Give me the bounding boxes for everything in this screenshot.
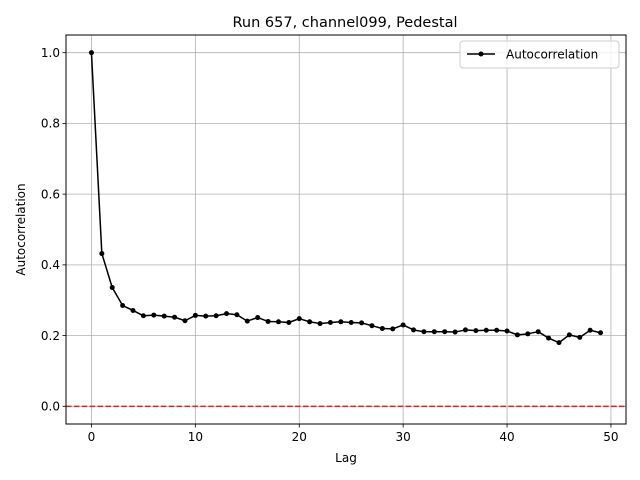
chart-title: Run 657, channel099, Pedestal — [232, 15, 457, 31]
data-point — [255, 315, 261, 321]
data-point — [431, 329, 437, 335]
data-point — [546, 335, 552, 341]
data-point — [421, 329, 427, 335]
data-point — [525, 331, 531, 337]
y-tick-label: 0.8 — [41, 117, 60, 131]
data-point — [161, 313, 167, 319]
x-tick-label: 40 — [499, 430, 514, 444]
x-tick-label: 20 — [292, 430, 307, 444]
data-point — [172, 314, 178, 320]
y-tick-label: 1.0 — [41, 46, 60, 60]
x-tick-label: 0 — [88, 430, 96, 444]
data-point — [494, 327, 500, 333]
y-tick-label: 0.4 — [41, 258, 60, 272]
data-point — [130, 307, 136, 313]
data-point — [411, 327, 417, 333]
data-point — [473, 328, 479, 334]
data-point — [442, 329, 448, 335]
data-point — [369, 323, 375, 329]
data-point — [400, 322, 406, 328]
data-point — [348, 320, 354, 326]
data-point — [203, 313, 209, 319]
y-tick-label: 0.0 — [41, 400, 60, 414]
data-point — [244, 318, 250, 324]
data-point — [327, 320, 333, 326]
data-point — [120, 303, 126, 309]
legend-series-marker — [478, 51, 484, 57]
x-tick-label: 10 — [188, 430, 203, 444]
series-group — [88, 50, 604, 346]
plot-area-frame — [65, 34, 627, 425]
y-axis-label: Autocorrelation — [14, 183, 28, 275]
data-point — [566, 332, 572, 338]
data-point — [359, 320, 365, 326]
legend: Autocorrelation — [459, 40, 620, 69]
data-point — [224, 311, 230, 317]
grid-lines — [66, 35, 626, 424]
data-point — [504, 328, 510, 334]
data-point — [109, 284, 115, 290]
data-point — [99, 251, 105, 257]
data-point — [462, 327, 468, 333]
legend-series-label: Autocorrelation — [506, 48, 598, 62]
data-point — [317, 321, 323, 327]
data-point — [213, 313, 219, 319]
data-point — [286, 320, 292, 326]
data-point — [151, 312, 157, 318]
x-tick-label: 50 — [603, 430, 618, 444]
data-point — [182, 318, 188, 324]
data-point — [587, 327, 593, 333]
x-axis-label: Lag — [335, 451, 357, 465]
data-point — [598, 330, 604, 336]
data-point — [379, 326, 385, 332]
data-point — [556, 340, 562, 346]
data-point — [88, 50, 94, 56]
data-point — [296, 316, 302, 322]
data-point — [140, 313, 146, 319]
y-tick-label: 0.6 — [41, 187, 60, 201]
y-tick-label: 0.2 — [41, 329, 60, 343]
data-point — [338, 319, 344, 325]
data-point — [275, 319, 281, 325]
data-point — [535, 329, 541, 335]
data-point — [577, 334, 583, 340]
x-axis-ticks: 0 10 20 30 40 50 — [88, 424, 619, 444]
data-point — [192, 312, 198, 318]
data-point — [452, 329, 458, 335]
data-point — [307, 319, 313, 325]
legend-box — [459, 40, 620, 69]
data-point — [514, 332, 520, 338]
x-tick-label: 30 — [396, 430, 411, 444]
y-axis-ticks: 0.0 0.2 0.4 0.6 0.8 1.0 — [41, 46, 66, 414]
data-point — [234, 312, 240, 318]
data-point — [390, 326, 396, 332]
data-point — [265, 318, 271, 324]
data-point — [483, 327, 489, 333]
